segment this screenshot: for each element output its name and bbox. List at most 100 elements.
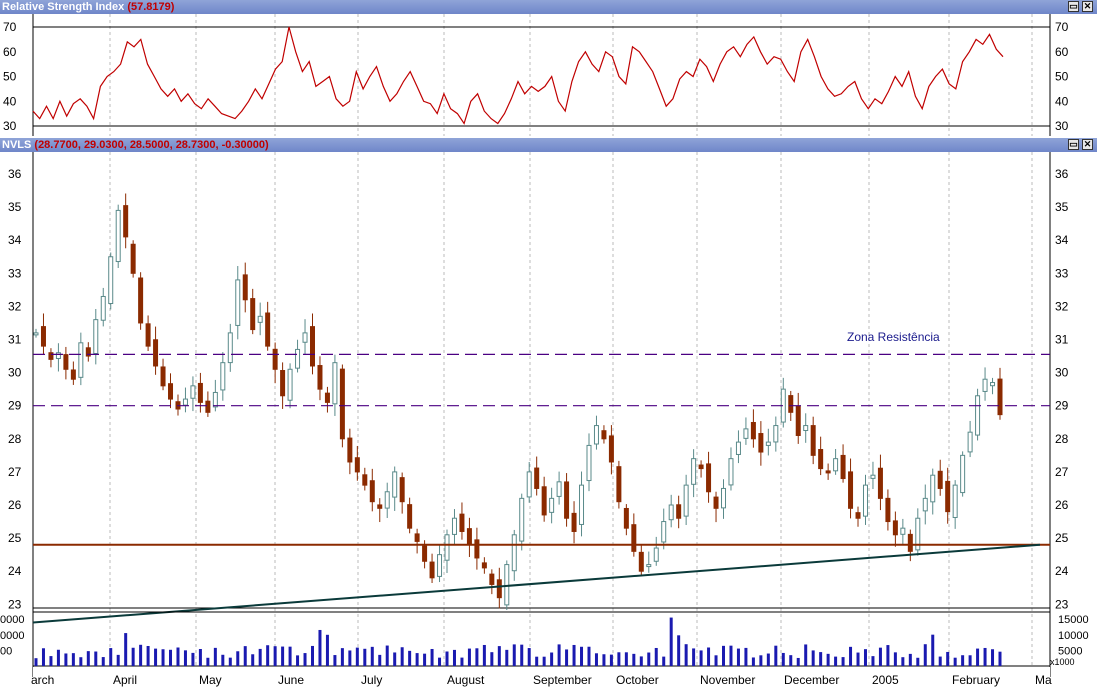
candle-up (975, 395, 981, 436)
month-label: April (113, 673, 137, 687)
volume-bar (669, 617, 673, 666)
volume-bar (363, 648, 367, 666)
candle-up (549, 497, 555, 513)
candle-down (414, 533, 420, 542)
volume-bar (176, 647, 180, 666)
volume-bar (542, 656, 546, 666)
rsi-tick-right: 70 (1055, 20, 1069, 34)
candle-down (130, 243, 136, 274)
candle-up (190, 385, 196, 399)
candle-down (855, 512, 861, 519)
candle-down (840, 454, 846, 480)
month-label: September (533, 673, 592, 687)
volume-bar (751, 657, 755, 666)
volume-bar (288, 646, 292, 666)
price-tick-right: 27 (1055, 465, 1069, 479)
volume-bar (624, 652, 628, 666)
rsi-titlebar[interactable]: Relative Strength Index (57.8179) ▭ ✕ (0, 0, 1097, 14)
volume-bar (348, 650, 352, 666)
rsi-tick-left: 70 (3, 20, 17, 34)
candle-up (646, 564, 652, 568)
volume-bar (79, 657, 83, 666)
candle-up (526, 471, 532, 498)
volume-tick-right: 10000 (1058, 630, 1089, 642)
volume-bar (834, 656, 838, 666)
volume-bar (251, 654, 255, 666)
volume-bar (796, 657, 800, 666)
volume-bar (296, 655, 300, 666)
candle-up (93, 319, 99, 355)
volume-bar (759, 655, 763, 666)
volume-bar (258, 648, 262, 666)
volume-bar (452, 649, 456, 666)
month-label: May (199, 673, 222, 687)
rsi-chart: 70 70 60 60 50 50 40 40 30 30 (3, 14, 1069, 136)
volume-bar (243, 646, 247, 666)
volume-bar (789, 655, 793, 666)
candle-down (795, 405, 801, 436)
candle-up (220, 362, 226, 391)
month-label: Ma (1035, 673, 1052, 687)
candle-down (85, 347, 91, 357)
rsi-tick-left: 60 (3, 45, 17, 59)
candle-down (197, 382, 203, 403)
volume-bar (811, 650, 815, 666)
close-icon[interactable]: ✕ (1082, 139, 1093, 150)
candle-down (377, 504, 383, 509)
volume-bar (49, 656, 53, 666)
volume-bar (938, 656, 942, 666)
price-tick-right: 34 (1055, 233, 1069, 247)
volume-bar (617, 652, 621, 666)
candle-up (593, 425, 599, 445)
volume-bar (213, 647, 217, 666)
candle-up (683, 484, 689, 517)
candle-down (937, 470, 943, 489)
candle-up (967, 431, 973, 453)
candle-up (586, 444, 592, 482)
restore-icon[interactable]: ▭ (1068, 139, 1079, 150)
volume-bar (535, 656, 539, 666)
candle-down (407, 504, 413, 529)
volume-bar (908, 653, 912, 666)
price-tick-left: 27 (8, 465, 22, 479)
candle-down (309, 326, 315, 367)
price-tick-right: 32 (1055, 299, 1069, 313)
volume-bar (273, 646, 277, 666)
candle-up (668, 504, 674, 521)
candle-down (265, 312, 271, 347)
volume-bar (572, 644, 576, 666)
candle-up (78, 342, 84, 378)
volume-bar (557, 644, 561, 666)
volume-bar (131, 647, 135, 666)
volume-bar (482, 644, 486, 666)
volume-bar (692, 648, 696, 666)
volume-bar (976, 648, 980, 666)
candle-up (287, 368, 293, 401)
volume-bar (961, 655, 965, 666)
volume-bar (475, 648, 479, 666)
candle-down (422, 545, 428, 562)
candle-down (354, 457, 360, 473)
close-icon[interactable]: ✕ (1082, 1, 1093, 12)
rsi-tick-right: 50 (1055, 70, 1069, 84)
volume-bar (34, 658, 38, 666)
price-tick-right: 29 (1055, 399, 1069, 413)
candle-down (362, 474, 368, 486)
candle-up (511, 534, 517, 572)
candle-up (990, 382, 996, 387)
volume-bar (931, 634, 935, 666)
candle-up (100, 295, 106, 321)
volume-bar (393, 652, 397, 666)
volume-bar (699, 650, 703, 666)
candle-up (392, 471, 398, 498)
volume-bar (968, 655, 972, 666)
candle-down (481, 562, 487, 569)
price-tick-right: 25 (1055, 531, 1069, 545)
candle-up (504, 564, 510, 606)
candle-down (571, 512, 577, 532)
price-titlebar[interactable]: NVLS (28.7700, 29.0300, 28.5000, 28.7300… (0, 138, 1097, 152)
rsi-plot-area (33, 14, 1050, 136)
candle-up (862, 484, 868, 517)
volume-tick-left: 00 (0, 645, 12, 657)
restore-icon[interactable]: ▭ (1068, 1, 1079, 12)
